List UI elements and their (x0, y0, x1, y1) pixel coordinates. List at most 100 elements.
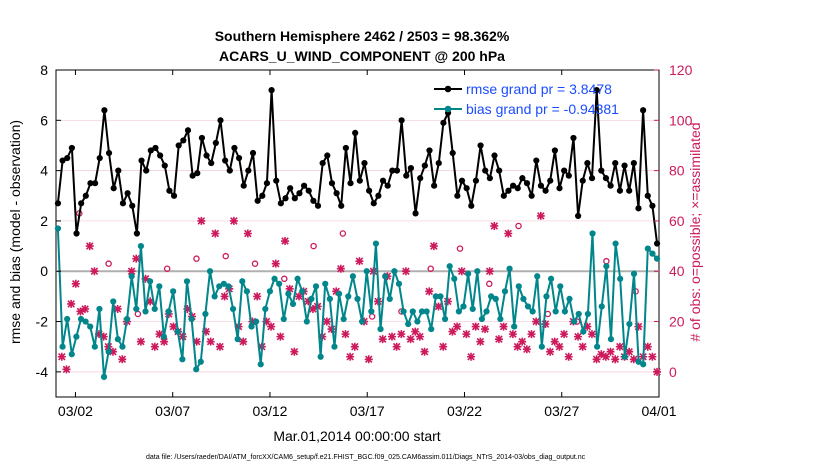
bias-point (534, 273, 541, 280)
bias-point (441, 315, 449, 323)
rmse-point (78, 200, 85, 207)
assimilated-marker (499, 322, 508, 331)
rmse-point (505, 187, 512, 194)
bias-point (621, 353, 628, 360)
rmse-point (110, 185, 117, 192)
rmse-point (212, 139, 219, 147)
bias-point (100, 373, 108, 380)
assimilated-marker (634, 322, 643, 331)
rmse-point (431, 182, 438, 189)
rmse-point (342, 144, 349, 152)
x-tick-label: 03/17 (350, 403, 385, 419)
bias-point (170, 288, 177, 295)
bias-point (538, 343, 545, 350)
assimilated-marker (546, 347, 555, 356)
rmse-point (556, 185, 563, 192)
rmse-point (143, 167, 150, 174)
possible-marker (222, 252, 229, 260)
x-tick-label: 04/01 (641, 403, 676, 419)
y-tick-label-left: 8 (40, 62, 48, 78)
bias-point (488, 293, 495, 300)
assimilated-marker (127, 267, 136, 276)
assimilated-marker (322, 317, 331, 326)
rmse-point (449, 149, 456, 157)
bias-point (73, 333, 80, 340)
bias-point (640, 361, 647, 368)
x-tick-label: 03/27 (544, 403, 579, 419)
assimilated-marker (476, 337, 485, 346)
bias-point (82, 318, 89, 325)
assimilated-marker (429, 242, 438, 251)
assimilated-marker (560, 330, 569, 339)
rmse-point (300, 182, 308, 189)
rmse-point (268, 87, 275, 94)
rmse-point (254, 197, 261, 204)
rmse-point (435, 159, 442, 167)
bias-point (331, 343, 338, 350)
rmse-point (500, 192, 507, 199)
bias-point (322, 280, 329, 287)
bias-point (414, 318, 421, 325)
rmse-line (56, 90, 659, 244)
bias-point (317, 353, 324, 360)
y-axis-label-right: # of obs: o=possible; ×=assimilated (687, 122, 703, 341)
y-tick-label-left: 6 (40, 112, 48, 128)
assimilated-marker (253, 292, 262, 301)
bias-point (156, 283, 163, 290)
assimilated-marker (453, 322, 462, 331)
bias-point (598, 303, 605, 310)
assimilated-marker (332, 287, 341, 296)
rmse-point (277, 200, 284, 207)
assimilated-marker (290, 347, 299, 356)
bias-point (391, 268, 398, 275)
bias-point (335, 290, 343, 297)
rmse-point (138, 157, 145, 164)
rmse-point (161, 162, 168, 169)
bias-point (114, 336, 121, 343)
bias-point (229, 305, 237, 313)
assimilated-marker (415, 332, 424, 341)
bias-point (469, 305, 476, 313)
rmse-point (421, 162, 428, 169)
assimilated-marker (341, 330, 350, 339)
bias-point (285, 290, 292, 297)
legend-rmse-marker (444, 85, 452, 93)
bias-point (547, 275, 555, 282)
bias-point (520, 295, 527, 302)
bias-point (653, 255, 661, 262)
bias-point (368, 308, 375, 315)
bias-point (372, 240, 380, 247)
rmse-point (291, 195, 298, 202)
rmse-point (570, 134, 577, 142)
y-tick-label-right: 100 (669, 112, 693, 128)
rmse-point (486, 175, 493, 182)
assimilated-marker (215, 342, 224, 351)
rmse-point (263, 180, 271, 187)
rmse-point (598, 167, 605, 174)
rmse-point (653, 240, 661, 247)
rmse-point (222, 157, 229, 164)
y-tick-label-right: 20 (669, 314, 685, 330)
x-tick-label: 03/02 (58, 403, 93, 419)
chart-title-line2: ACARS_U_WIND_COMPONENT @ 200 hPa (219, 48, 505, 64)
y-tick-label-left: 0 (40, 263, 48, 279)
rmse-point (537, 182, 545, 189)
bias-point (492, 295, 499, 302)
rmse-point (398, 117, 405, 124)
assimilated-marker (155, 330, 164, 339)
assimilated-marker (462, 330, 471, 339)
rmse-point (482, 167, 489, 174)
bias-point (395, 280, 403, 287)
rmse-point (310, 197, 317, 204)
y-tick-label-left: -4 (36, 364, 49, 380)
assimilated-marker (281, 237, 290, 246)
bias-point (326, 295, 333, 302)
bias-point (197, 358, 204, 365)
rmse-point (640, 107, 647, 114)
rmse-point (64, 154, 71, 162)
rmse-point (115, 167, 122, 174)
rmse-point (347, 180, 354, 187)
assimilated-marker (85, 242, 94, 251)
rmse-point (235, 154, 243, 162)
bias-point (174, 328, 181, 335)
